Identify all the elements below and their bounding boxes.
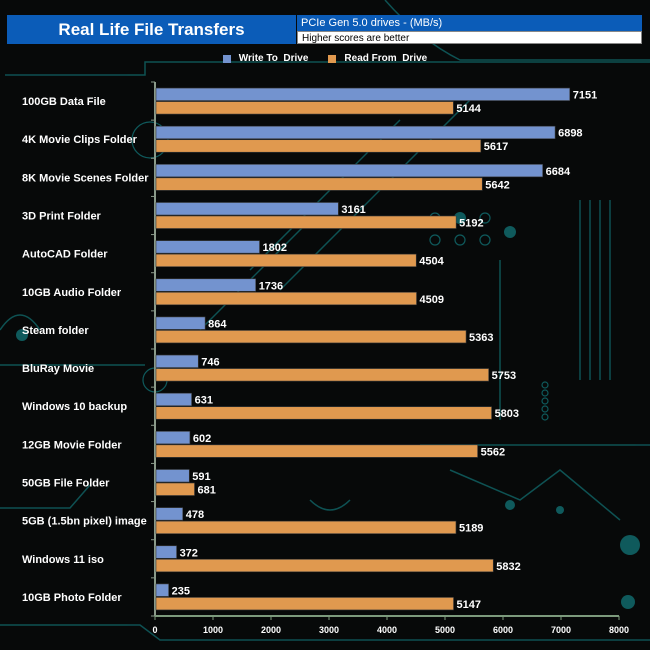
x-tick-label: 3000 [319,625,339,635]
data-label-write: 1802 [263,242,287,254]
data-label-write: 631 [195,395,213,407]
data-label-write: 478 [186,509,204,521]
data-label-read: 4504 [419,256,444,268]
bar-write [155,583,169,597]
bar-read [155,330,467,344]
category-label: 8K Movie Scenes Folder [22,172,149,184]
data-label-read: 5192 [459,218,483,230]
category-label: BluRay Movie [22,363,94,375]
bar-read [155,482,195,496]
data-label-read: 4509 [420,294,444,306]
data-label-read: 5617 [484,141,508,153]
category-label: 100GB Data File [22,96,106,108]
data-label-write: 591 [192,471,210,483]
category-label: 5GB (1.5bn pixel) image [22,516,147,528]
chart-subtitle: PCIe Gen 5.0 drives - (MB/s) [297,15,642,31]
data-label-read: 5832 [496,561,520,573]
legend-item-write: Write To Drive [222,53,309,64]
bar-read [155,406,492,420]
chart-note: Higher scores are better [297,31,642,44]
category-label: 12GB Movie Folder [22,439,122,451]
bar-read [155,215,457,229]
category-label: Windows 11 iso [22,554,104,566]
x-tick-label: 4000 [377,625,397,635]
chart-title: Real Life File Transfers [7,15,296,44]
bar-read [155,597,454,611]
data-label-write: 746 [201,357,219,369]
legend: Write To Drive Read From Drive [0,53,650,64]
bar-write [155,431,191,445]
bar-read [155,291,417,306]
bar-write [155,202,339,216]
category-label: 50GB File Folder [22,478,110,490]
category-label: Windows 10 backup [22,401,127,413]
x-tick-label: 7000 [551,625,571,635]
data-label-write: 864 [208,318,227,330]
bar-write [155,125,556,140]
data-label-read: 5562 [481,446,505,458]
data-label-write: 372 [180,547,198,559]
bar-write [155,164,543,178]
category-label: 10GB Photo Folder [22,592,122,604]
bar-read [155,139,482,153]
bar-write [155,316,206,330]
legend-swatch-read [328,54,337,63]
data-label-read: 681 [197,485,215,497]
x-tick-label: 1000 [203,625,223,635]
x-tick-label: 8000 [609,625,629,635]
category-label: AutoCAD Folder [22,249,108,261]
legend-label-read: Read From Drive [344,53,428,64]
data-label-read: 5753 [492,370,516,382]
bar-read [155,101,454,115]
legend-label-write: Write To Drive [238,53,309,64]
bar-read [155,558,494,573]
data-label-read: 5803 [495,408,519,420]
data-label-write: 7151 [573,90,597,102]
data-label-write: 3161 [341,204,365,216]
bar-read [155,177,483,191]
subtitle-box: PCIe Gen 5.0 drives - (MB/s) Higher scor… [297,15,642,44]
bar-write [155,469,190,483]
x-tick-label: 6000 [493,625,513,635]
category-label: 4K Movie Clips Folder [22,134,138,146]
data-label-write: 6684 [546,166,571,178]
category-label: 10GB Audio Folder [22,287,122,299]
x-tick-label: 2000 [261,625,281,635]
data-label-read: 5642 [485,179,509,191]
category-label: 3D Print Folder [22,211,102,223]
bar-write [155,87,571,101]
bar-read [155,253,417,267]
data-label-write: 6898 [558,128,582,140]
data-label-write: 1736 [259,280,283,292]
data-label-read: 5363 [469,332,493,344]
data-label-read: 5189 [459,523,483,535]
data-label-write: 602 [193,433,211,445]
data-label-read: 5144 [456,103,481,115]
bar-write [155,240,260,254]
bar-write [155,392,192,407]
bar-read [155,368,489,382]
x-tick-label: 0 [152,625,157,635]
data-label-write: 235 [172,585,190,597]
bar-read [155,520,457,534]
data-label-read: 5147 [457,599,481,611]
bar-write [155,354,199,368]
category-label: Steam folder [22,325,89,337]
x-tick-label: 5000 [435,625,455,635]
bar-write [155,545,177,559]
legend-item-read: Read From Drive [328,53,427,64]
bar-write [155,278,256,292]
legend-swatch-write [222,54,231,63]
bar-write [155,507,184,521]
bar-read [155,444,478,458]
